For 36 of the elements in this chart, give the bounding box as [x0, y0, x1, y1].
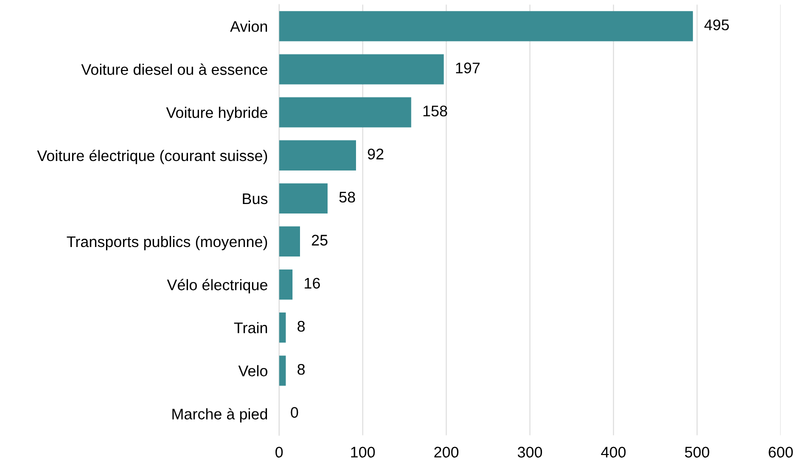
bar [279, 54, 444, 84]
y-tick-label: Voiture hybride [166, 106, 268, 122]
x-tick-label: 400 [601, 446, 626, 458]
bar [279, 312, 286, 343]
data-label: 8 [298, 364, 305, 375]
y-tick-label: Voiture électrique (courant suisse) [37, 150, 268, 164]
bar [279, 269, 292, 300]
data-label: 8 [298, 320, 305, 332]
data-label: 92 [368, 148, 384, 160]
y-tick-label: Vélo électrique [167, 278, 268, 294]
data-label: 25 [312, 234, 328, 246]
x-tick-label: 200 [434, 446, 458, 458]
x-tick-label: 600 [768, 446, 793, 458]
bar [279, 183, 328, 214]
x-tick-label: 100 [351, 446, 375, 458]
bar [279, 11, 693, 42]
x-tick-label: 500 [684, 446, 710, 458]
y-tick-label: Velo [238, 365, 268, 376]
data-label: 197 [456, 62, 480, 74]
y-tick-label: Avion [230, 20, 268, 32]
x-tick-label: 300 [518, 446, 542, 458]
data-label: 16 [304, 278, 320, 289]
y-tick-label: Transports publics (moyenne) [66, 236, 268, 250]
bar [279, 140, 356, 170]
x-tick-label: 0 [275, 446, 283, 458]
data-label: 0 [290, 406, 298, 418]
bar [279, 226, 300, 257]
y-tick-label: Marche à pied [172, 408, 268, 423]
y-tick-label: Voiture diesel ou à essence [81, 64, 268, 75]
y-tick-label: Train [234, 322, 268, 334]
bar [279, 356, 286, 386]
y-tick-label: Bus [242, 193, 268, 204]
data-label: 495 [704, 19, 729, 30]
data-label: 58 [339, 192, 356, 203]
data-label: 158 [423, 106, 448, 116]
bar [279, 97, 412, 128]
